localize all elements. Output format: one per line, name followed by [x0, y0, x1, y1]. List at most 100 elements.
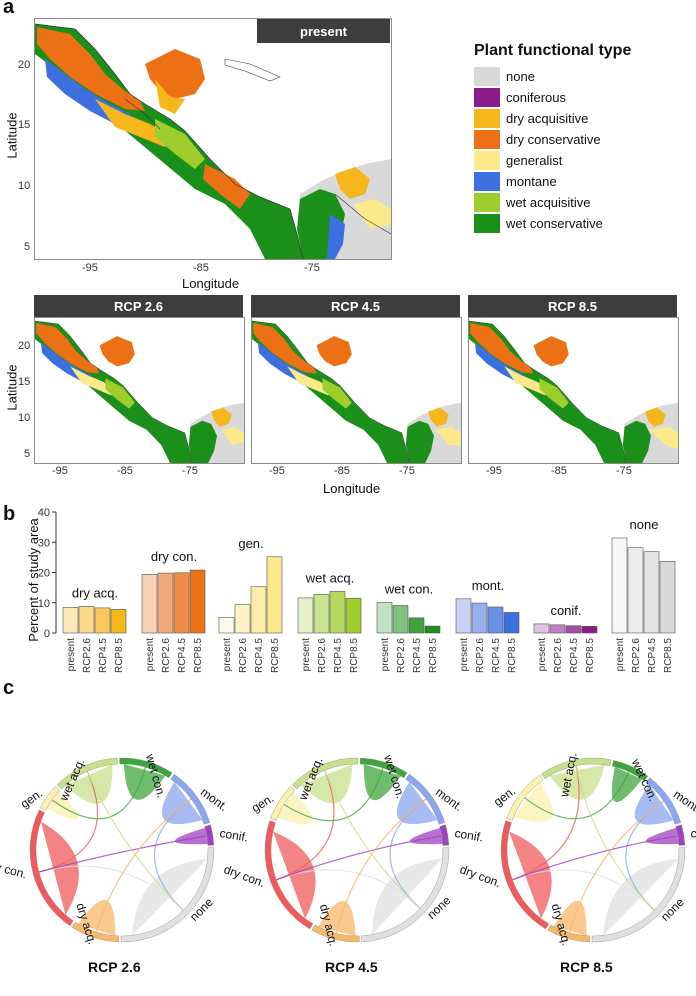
x-tick-label: RCP2.6 — [475, 638, 486, 673]
small-lat-tick: 20 — [18, 340, 31, 352]
present-map-title: present — [257, 19, 390, 43]
chord-link — [389, 798, 427, 909]
bar — [533, 623, 550, 634]
chord-sector-label: conif. — [219, 826, 250, 845]
bar-chart-yaxis: 0 10 20 30 40 — [38, 507, 57, 640]
x-tick-label: present — [615, 638, 626, 672]
legend: none coniferous dry acquisitive dry cons… — [474, 66, 603, 234]
small-lon-tick: -75 — [616, 465, 632, 477]
chord-diagram-3: conif.mont.wet con.wet acq.gen.dry con.d… — [458, 751, 696, 947]
legend-label: montane — [506, 174, 557, 189]
chord-sector — [591, 847, 686, 943]
chord-link — [276, 869, 421, 909]
present-map — [34, 18, 392, 260]
chord-sector — [541, 757, 612, 779]
bar — [189, 569, 206, 634]
group-label: none — [630, 517, 659, 532]
bar-group-mont-: present RCP2.6 RCP4.5 RCP8.5 mont. — [455, 578, 520, 673]
bar — [157, 572, 174, 634]
chord-diagrams: conif.mont.wet con.wet acq.gen.dry con.d… — [0, 751, 696, 947]
group-label: wet acq. — [305, 570, 354, 585]
x-tick-label: present — [222, 638, 233, 672]
chord-link — [335, 798, 427, 934]
chord-ribbon — [300, 764, 353, 804]
x-tick-label: RCP4.5 — [569, 638, 580, 673]
small-lon-tick: -85 — [117, 465, 133, 477]
chord-sector-label: none — [658, 895, 687, 924]
x-tick-label: RCP4.5 — [98, 638, 109, 673]
small-lon-tick: -85 — [551, 465, 567, 477]
bar — [250, 586, 267, 634]
legend-item: none — [474, 66, 603, 87]
y-tick-label: 30 — [38, 537, 50, 549]
x-tick-label: present — [459, 638, 470, 672]
bar — [455, 598, 472, 634]
chord-link — [512, 765, 580, 881]
chord-link — [569, 800, 665, 933]
main-lon-tick: -95 — [82, 262, 98, 274]
bar — [78, 606, 95, 634]
bar-group-dry-con-: present RCP2.6 RCP4.5 RCP8.5 dry con. — [141, 549, 206, 673]
legend-swatch — [474, 193, 500, 212]
bar-group-none: present RCP2.6 RCP4.5 RCP8.5 none — [611, 517, 676, 673]
chord-title-rcp45: RCP 4.5 — [325, 959, 378, 975]
x-tick-label: RCP4.5 — [333, 638, 344, 673]
bar-chart: Percent of study area 0 10 20 30 40 present R… — [26, 507, 676, 673]
small-map-xlabel: Longitude — [323, 481, 381, 496]
legend-label: wet conservative — [506, 216, 603, 231]
legend-label: dry acquisitive — [506, 111, 589, 126]
legend-item: dry conservative — [474, 129, 603, 150]
legend-label: dry conservative — [506, 132, 601, 147]
bar — [565, 625, 582, 634]
chord-sector — [170, 773, 211, 825]
legend-swatch — [474, 130, 500, 149]
x-tick-label: RCP8.5 — [428, 638, 439, 673]
chord-link — [283, 767, 384, 822]
main-lat-tick: 20 — [18, 59, 31, 71]
bar — [627, 547, 644, 634]
chord-sector — [204, 824, 215, 846]
bar — [424, 625, 441, 634]
y-tick-label: 0 — [44, 628, 50, 640]
x-tick-label: present — [537, 638, 548, 672]
legend-item: wet conservative — [474, 213, 603, 234]
chord-link — [276, 835, 442, 881]
x-tick-label: present — [66, 638, 77, 672]
x-tick-label: RCP2.6 — [631, 638, 642, 673]
chord-ribbon — [277, 792, 313, 825]
chord-link — [512, 869, 655, 911]
x-tick-label: RCP8.5 — [349, 638, 360, 673]
legend-item: montane — [474, 171, 603, 192]
chord-sector-label: gen. — [249, 791, 276, 815]
legend-label: generalist — [506, 153, 563, 168]
bar — [218, 616, 235, 634]
x-tick-label: RCP8.5 — [114, 638, 125, 673]
x-tick-label: RCP4.5 — [177, 638, 188, 673]
bar — [266, 556, 283, 634]
chord-sector-label: none — [187, 895, 216, 924]
main-lat-tick: 5 — [24, 241, 31, 253]
rcp45-map-title: RCP 4.5 — [251, 295, 460, 317]
legend-swatch — [474, 151, 500, 170]
chord-sector-label: conif. — [454, 826, 485, 845]
chord-sector — [292, 757, 359, 790]
chord-ribbon — [78, 899, 116, 936]
main-lon-tick: -85 — [193, 262, 209, 274]
x-tick-label: RCP2.6 — [396, 638, 407, 673]
bar — [297, 597, 314, 634]
legend-item: coniferous — [474, 87, 603, 108]
rcp26-map-title: RCP 2.6 — [34, 295, 243, 317]
main-map-xlabel: Longitude — [182, 276, 240, 291]
small-lat-tick: 5 — [24, 448, 31, 460]
chord-sector — [611, 760, 649, 782]
bar-group-dry-acq-: present RCP2.6 RCP4.5 RCP8.5 dry acq. — [62, 585, 127, 673]
chord-ribbon — [513, 782, 554, 823]
x-tick-label: RCP2.6 — [553, 638, 564, 673]
chord-sector — [359, 757, 408, 779]
chord-link — [625, 800, 665, 911]
rcp26-map — [34, 317, 245, 464]
chord-sector — [645, 777, 682, 825]
chord-ribbon — [123, 764, 166, 800]
chord-ribbon — [509, 831, 552, 919]
legend-swatch — [474, 88, 500, 107]
